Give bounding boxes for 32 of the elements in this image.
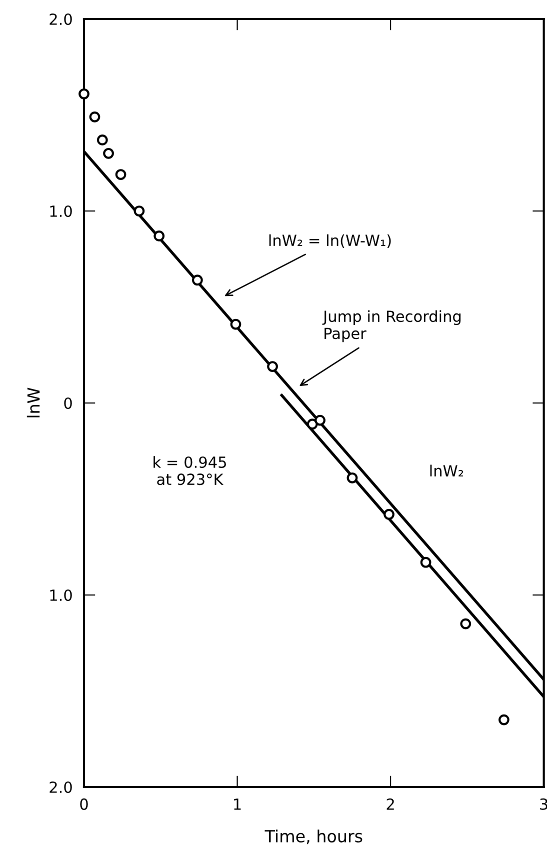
annotation: lnW₂ = ln(W-W₁) <box>269 234 391 248</box>
point <box>460 618 472 630</box>
point <box>498 714 510 726</box>
x-tick-label: 3 <box>540 798 547 810</box>
y-tick-label: 0 <box>64 397 72 410</box>
point <box>89 111 100 122</box>
point <box>314 414 326 426</box>
point <box>384 508 394 520</box>
annotation: k = 0.945 at 923°K <box>154 456 226 486</box>
x-tick-label: 2 <box>386 798 394 810</box>
x-axis-title: Time, hours <box>264 830 362 844</box>
point <box>154 230 165 242</box>
point <box>306 418 318 430</box>
point <box>230 318 242 330</box>
point <box>192 274 203 286</box>
point <box>103 148 114 159</box>
point <box>134 206 145 216</box>
x-tick-label: 0 <box>80 798 88 810</box>
point <box>346 472 358 484</box>
y-axis-title: lnW <box>26 388 40 418</box>
y-tick-label: 2.0 <box>50 13 72 26</box>
annotation: lnW₂ <box>430 464 464 476</box>
point <box>96 134 108 146</box>
point <box>78 88 90 100</box>
y-tick-label: 2.0 <box>50 781 72 794</box>
y-tick-label: 1.0 <box>50 205 72 218</box>
point <box>267 361 278 372</box>
y-tick-label: 1.0 <box>50 589 72 602</box>
point <box>420 556 432 568</box>
annotation: Jump in Recording Paper <box>322 310 461 342</box>
x-tick-label: 1 <box>234 798 241 810</box>
point <box>115 169 126 180</box>
